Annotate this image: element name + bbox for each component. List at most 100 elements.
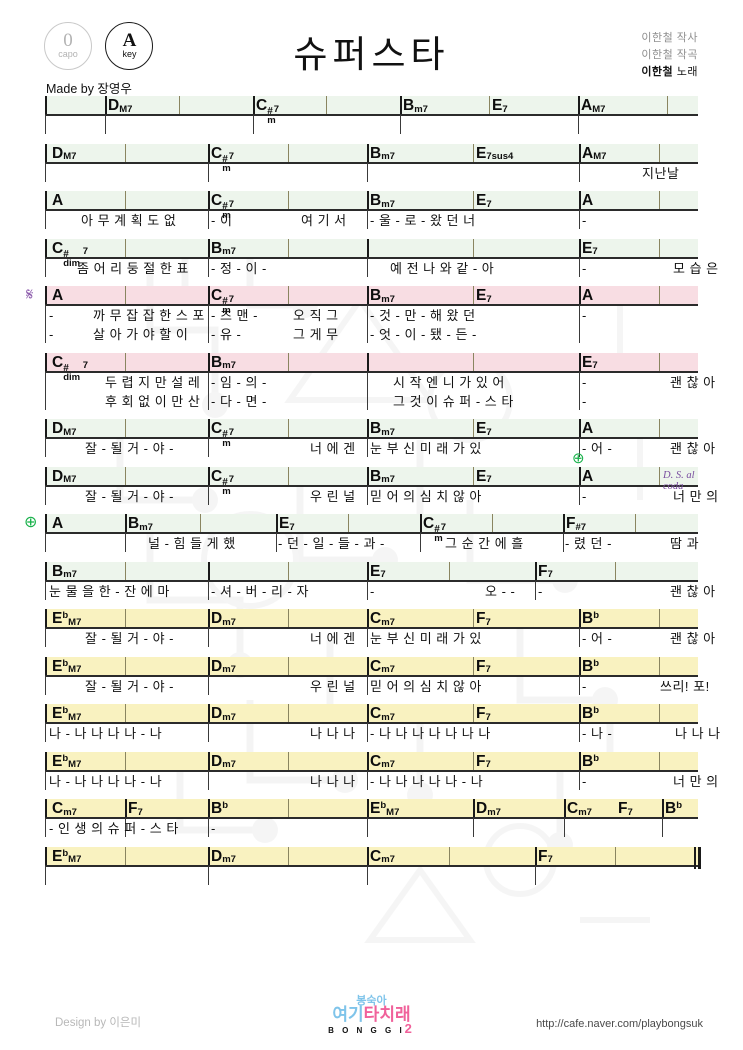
chord-symbol: F7	[476, 610, 491, 628]
chord-symbol: Cm7	[370, 705, 395, 723]
measure-separator	[208, 656, 210, 675]
measure-separator	[45, 609, 47, 627]
lyric-measure-tick	[125, 533, 127, 552]
chord-symbol: E7	[582, 239, 598, 258]
measure-separator	[367, 704, 369, 722]
chord-symbol: Bm7	[211, 239, 236, 258]
lyric-line: 지난날	[45, 162, 698, 183]
lyric-measure-tick	[125, 818, 127, 837]
logo-two: 2	[404, 1021, 415, 1036]
lyric-text: 믿 어 의 심 치 않 아	[370, 678, 482, 694]
measure-separator	[200, 514, 202, 532]
measure-separator	[288, 609, 290, 627]
chord-symbol: Dm7	[211, 847, 236, 866]
lyric-text: 예 전 나 와 같 - 아	[390, 260, 495, 276]
measure-separator	[125, 352, 127, 371]
chord-symbol: E7	[279, 515, 295, 533]
lyric-measure-tick	[45, 675, 47, 695]
chord-symbol: DM7	[52, 420, 77, 438]
lyric-measure-tick	[253, 115, 255, 134]
chord-system: DM7 C # m 7 Bm7 E7 A ⊕ D. S. al coda 잘 - 될 거 - 야 -…	[45, 451, 718, 506]
chord-symbol: EbM7	[52, 847, 82, 866]
lyric-line: 후 회 없 이 만 산- 다 - 면 -그 것 이 슈 퍼 - 스 타-	[45, 390, 698, 411]
lyric-text: 괜 찮 아	[670, 374, 716, 390]
chord-symbol: C # m 7	[211, 467, 234, 497]
lyric-text: 너 에 겐	[310, 631, 356, 646]
measure-separator	[288, 466, 290, 485]
lyric-text: 시 작 엔 니 가 있 어	[393, 374, 505, 390]
lyric-measure-tick	[105, 115, 107, 134]
chord-system: EbM7 Dm7 Cm7 F7	[45, 846, 701, 886]
measure-separator	[563, 514, 565, 532]
measure-separator	[125, 191, 127, 209]
lyric-measure-tick	[45, 580, 47, 600]
key-badge[interactable]: A key	[105, 22, 154, 70]
chord-symbol: C # m 7	[211, 192, 234, 221]
capo-badge[interactable]: 0 capo	[44, 22, 92, 70]
chord-symbol: Bb	[582, 657, 600, 675]
measure-separator	[659, 704, 661, 722]
measure-separator	[615, 846, 617, 865]
chord-band: DM7 C # m 7 Bm7 E7 AM7	[45, 96, 698, 126]
chord-symbol: C # m 7	[211, 287, 234, 316]
measure-separator	[400, 96, 402, 114]
lyric-line: 좀 어 리 둥 절 한 표 - 정 - 이 - 예 전 나 와 같 - 아 - 모 습 …	[45, 257, 718, 278]
lyric-text: 잘 - 될 거 - 야 -	[85, 631, 174, 646]
lyric-measure-tick	[579, 723, 581, 742]
measure-separator	[659, 751, 661, 770]
lyric-text: 그 것 이 슈 퍼 - 스 타	[393, 393, 514, 409]
chord-symbol: Dm7	[211, 705, 236, 723]
lyric-line: 나 - 나 나 나 나 - 나 나 나 나 - 나 나 나 나 나 - 나 - 너 만 …	[45, 770, 718, 791]
chord-symbol: F7	[618, 800, 633, 818]
lyric-text: 땀 과	[670, 536, 700, 551]
lyric-measure-tick	[367, 390, 369, 410]
chord-band: Bm7 E7 F7	[45, 561, 698, 582]
chord-system: DM7 C # m 7 Bm7 E7 AM7	[45, 96, 698, 135]
lyric-text: - 정 - 이 -	[211, 260, 267, 276]
measure-separator	[45, 561, 47, 580]
logo-main-pink: 타치래	[363, 1005, 411, 1024]
capo-label: capo	[58, 49, 78, 59]
measure-separator	[125, 846, 127, 865]
lyric-measure-tick	[208, 485, 210, 505]
lyric-line	[45, 865, 698, 886]
chord-system: Cm7 F7 Bb EbM7 Dm7 Cm7 F7 Bb - 인 생 의 슈 퍼 - 스 타 -	[45, 799, 698, 838]
measure-separator	[662, 799, 664, 817]
measure-separator	[208, 561, 210, 580]
lyric-line: 눈 물 을 한 - 잔 에 마- 셔 - 버 - 리 - 자-오 - --괜 찮…	[45, 580, 715, 601]
lyric-text: 괜 찮 아	[670, 583, 716, 599]
measure-separator	[288, 656, 290, 675]
chord-system: Bm7 E7 F7 눈 물 을 한 - 잔 에 마 - 셔 - 버 - 리 - 자 - 오 …	[45, 561, 715, 601]
measure-separator	[125, 704, 127, 722]
lyric-measure-tick	[579, 390, 581, 410]
measure-separator	[125, 419, 127, 437]
chord-symbol: C # dim 7	[52, 239, 88, 269]
measure-separator	[45, 191, 47, 209]
lyric-text: -	[49, 327, 54, 342]
measure-separator	[45, 751, 47, 770]
measure-separator	[473, 352, 475, 371]
sheet-header: 0 capo A key Made by 장영우 슈퍼스타 이한철 작사 이한철…	[0, 0, 743, 96]
lyric-text: - 나 나 나 나 나 나 나	[370, 726, 491, 741]
lyric-measure-tick	[367, 162, 369, 182]
chord-symbol: C # m 7	[423, 515, 446, 544]
measure-separator	[659, 286, 661, 304]
measure-separator	[535, 561, 537, 580]
lyric-measure-tick	[367, 324, 369, 343]
chord-symbol: Bm7	[370, 467, 395, 486]
measure-separator	[473, 656, 475, 675]
chord-system: A Bm7 E7 C # m 7 F#7 ⊕ 널 - 힘 들 게 했 - 던 - 일 - 들 - 과…	[24, 514, 700, 553]
measure-separator	[473, 238, 475, 257]
measure-separator	[420, 514, 422, 532]
lyric-measure-tick	[367, 257, 369, 277]
lyric-measure-tick	[564, 818, 566, 837]
chord-band: EbM7 Dm7 Cm7 F7 Bb	[45, 704, 698, 724]
lyric-text: - 렸 던 -	[565, 536, 612, 551]
lyric-measure-tick	[563, 533, 565, 552]
lyric-text: 눈 물 을 한 - 잔 에 마	[49, 583, 170, 599]
chord-symbol: A	[582, 287, 594, 304]
measure-separator	[45, 238, 47, 257]
lyric-text: 괜 찮 아	[670, 631, 716, 646]
measure-separator	[208, 191, 210, 209]
